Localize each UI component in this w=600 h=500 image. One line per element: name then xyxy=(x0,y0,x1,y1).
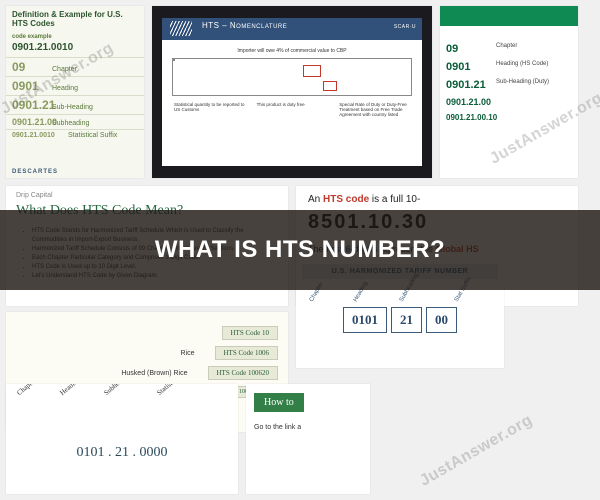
col-duty: This product is duty free xyxy=(257,102,328,117)
col-stat: Statistical quantity to be reported to U… xyxy=(174,102,245,117)
highlight-box-icon xyxy=(323,81,337,91)
row-chapter: 09Chapter xyxy=(6,57,144,76)
brand-drip: Drip Capital xyxy=(16,192,278,199)
digit-boxes: 0101 21 00 xyxy=(302,307,498,333)
slide-columns: Statistical quantity to be reported to U… xyxy=(168,102,416,117)
tab-how-to: How to xyxy=(254,393,304,412)
title-banner: What is HTS Number? xyxy=(0,210,600,290)
slide-body: Importer will owe 4% of commercial value… xyxy=(162,40,422,125)
row-subheading: 0901.21Sub-Heading xyxy=(6,95,144,114)
thumb-nomenclature-slide[interactable]: HTS – Nomenclature SCAR·U Importer will … xyxy=(152,6,432,178)
hier-line: Husked (Brown) RiceHTS Code 100620 xyxy=(16,366,278,380)
row-heading: 0901Heading xyxy=(6,76,144,95)
card-title: What Harmonized Tariff Numbers Mean xyxy=(440,10,578,24)
col-special: Special Rate of Duty or Duty-Free Treatm… xyxy=(339,102,410,117)
scar-logo: SCAR·U xyxy=(394,24,416,30)
importer-note: Importer will owe 4% of commercial value… xyxy=(168,48,416,54)
banner-text: What is HTS Number? xyxy=(155,236,445,264)
how-to-text: Go to the link a xyxy=(254,424,362,431)
column-heads: Chapter Heading Subheading Stat Suffix xyxy=(302,297,498,303)
card-subheader: code example xyxy=(6,30,144,42)
thumb-harmonized-meaning[interactable]: What Harmonized Tariff Numbers Mean 09Ch… xyxy=(440,6,578,178)
slide-title: HTS – Nomenclature xyxy=(202,21,287,30)
hier-line: RiceHTS Code 1006 xyxy=(16,346,278,360)
slide-logo-icon xyxy=(170,21,192,36)
brand-descartes: DESCARTES xyxy=(12,169,58,175)
tariff-table-icon xyxy=(172,58,412,96)
code-display: 0101 . 21 . 0000 xyxy=(77,445,168,461)
line1: An HTS code is a full 10- xyxy=(308,194,566,205)
thumb-code-0101[interactable]: Chapter Heading Subheading Statistical C… xyxy=(6,384,238,494)
slide: HTS – Nomenclature SCAR·U Importer will … xyxy=(162,18,422,166)
column-heads: Chapter Heading Subheading Statistical C… xyxy=(18,390,226,398)
hier-line: HTS Code 10 xyxy=(16,326,278,340)
row-subheading2: 0901.21.00Subheading xyxy=(6,114,144,129)
example-code: 0901.21.0010 xyxy=(6,42,144,57)
thumb-hts-definition[interactable]: Definition & Example for U.S. HTS Codes … xyxy=(6,6,144,178)
card-header: Definition & Example for U.S. HTS Codes xyxy=(6,6,144,30)
highlight-box-icon xyxy=(303,65,321,77)
thumb-how-to[interactable]: How to Go to the link a xyxy=(246,384,370,494)
row-suffix: 0901.21.0010Statistical Suffix xyxy=(6,129,144,141)
